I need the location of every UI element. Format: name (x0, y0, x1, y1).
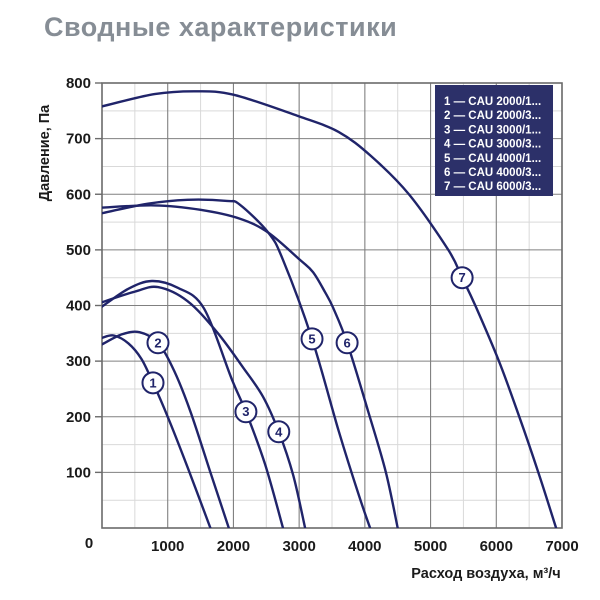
legend-item-5: 5 — CAU 4000/1... (444, 153, 541, 165)
y-axis-title: Давление, Па (37, 104, 53, 201)
x-tick-label: 5000 (414, 538, 447, 555)
curve-marker-number-5: 5 (308, 331, 315, 346)
legend-item-7: 7 — CAU 6000/3... (444, 181, 541, 193)
curve-6 (102, 204, 399, 528)
curve-marker-number-2: 2 (154, 335, 161, 350)
origin-tick-label: 0 (85, 535, 93, 552)
curve-marker-circle-1 (141, 371, 165, 395)
y-tick-label: 300 (66, 353, 91, 370)
curve-7 (102, 90, 558, 528)
y-tick-label: 100 (66, 464, 91, 481)
legend-item-6: 6 — CAU 4000/3... (444, 167, 541, 179)
curve-marker-number-3: 3 (242, 404, 249, 419)
curve-marker-circle-6 (335, 331, 359, 355)
x-tick-label: 4000 (348, 538, 381, 555)
curve-marker-circle-7 (450, 266, 474, 290)
curve-5 (102, 198, 372, 528)
legend-box (435, 85, 553, 196)
y-tick-label: 600 (66, 186, 91, 203)
legend-item-3: 3 — CAU 3000/1... (444, 124, 541, 136)
curve-marker-circle-5 (300, 327, 324, 351)
y-tick-label: 500 (66, 242, 91, 259)
x-tick-label: 7000 (545, 538, 578, 555)
curve-marker-number-4: 4 (275, 424, 283, 439)
curve-marker-number-1: 1 (149, 375, 156, 390)
legend-item-4: 4 — CAU 3000/3... (444, 139, 541, 151)
y-tick-label: 700 (66, 131, 91, 148)
curve-marker-circle-3 (234, 400, 258, 424)
x-tick-label: 6000 (480, 538, 513, 555)
legend-item-2: 2 — CAU 2000/3... (444, 110, 541, 122)
x-tick-label: 3000 (282, 538, 315, 555)
y-tick-label: 200 (66, 409, 91, 426)
y-tick-label: 400 (66, 298, 91, 315)
x-tick-label: 1000 (151, 538, 184, 555)
y-tick-label: 800 (66, 75, 91, 92)
curve-1 (102, 334, 212, 528)
x-axis-title: Расход воздуха, м³/ч (411, 566, 560, 582)
curve-marker-number-6: 6 (343, 335, 350, 350)
curve-marker-number-7: 7 (458, 270, 465, 285)
curve-3 (102, 279, 285, 528)
page-title: Сводные характеристики (44, 12, 398, 42)
x-tick-label: 2000 (217, 538, 250, 555)
curve-4 (102, 285, 307, 528)
curve-2 (102, 330, 230, 528)
curve-marker-circle-2 (146, 331, 170, 355)
legend-item-1: 1 — CAU 2000/1... (444, 96, 541, 108)
curve-marker-circle-4 (267, 420, 291, 444)
